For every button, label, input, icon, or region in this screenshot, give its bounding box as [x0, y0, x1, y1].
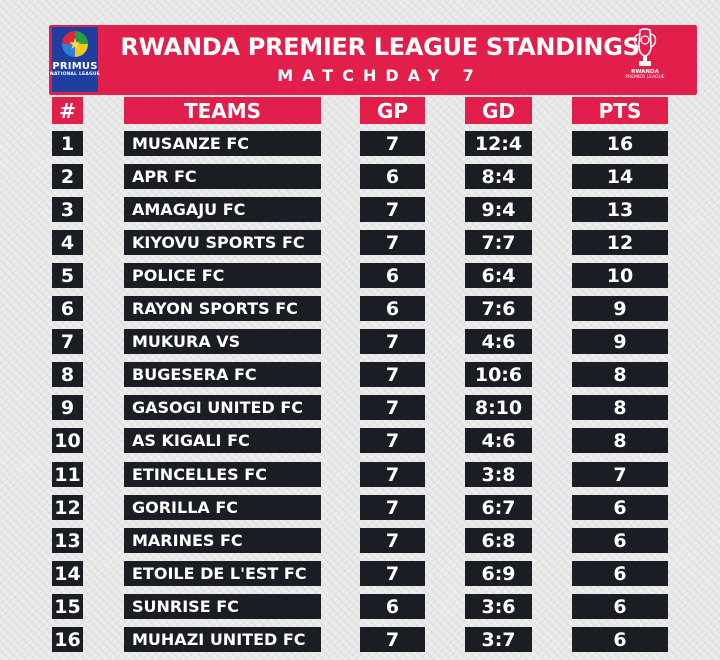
row-games-played: 6	[360, 164, 425, 189]
row-games-played: 7	[360, 495, 425, 520]
row-points: 14	[572, 164, 668, 189]
row-position: 13	[52, 528, 83, 553]
row-team: BUGESERA FC	[124, 362, 321, 387]
row-points: 8	[572, 428, 668, 453]
league-logo: RWANDA PREMIER LEAGUE	[616, 28, 674, 92]
row-position: 16	[52, 627, 83, 652]
row-position: 2	[52, 164, 83, 189]
row-team: MARINES FC	[124, 528, 321, 553]
row-position: 1	[52, 131, 83, 156]
row-position: 14	[52, 561, 83, 586]
row-points: 8	[572, 395, 668, 420]
row-position: 7	[52, 329, 83, 354]
row-goal-difference: 4:6	[465, 428, 532, 453]
row-team: MUKURA VS	[124, 329, 321, 354]
star-icon: ★	[68, 34, 82, 53]
row-goal-difference: 8:4	[465, 164, 532, 189]
row-team: MUHAZI UNITED FC	[124, 627, 321, 652]
row-team: AMAGAJU FC	[124, 197, 321, 222]
row-points: 6	[572, 594, 668, 619]
header-teams: TEAMS	[124, 97, 321, 124]
row-games-played: 7	[360, 131, 425, 156]
trophy-icon	[633, 28, 657, 66]
header-position: #	[52, 97, 83, 124]
header-games-played: GP	[360, 97, 425, 124]
row-points: 16	[572, 131, 668, 156]
header-points: PTS	[572, 97, 668, 124]
row-team: GORILLA FC	[124, 495, 321, 520]
row-points: 9	[572, 296, 668, 321]
row-games-played: 7	[360, 395, 425, 420]
row-position: 3	[52, 197, 83, 222]
row-points: 6	[572, 528, 668, 553]
row-points: 6	[572, 627, 668, 652]
row-games-played: 7	[360, 561, 425, 586]
row-position: 4	[52, 230, 83, 255]
row-games-played: 7	[360, 197, 425, 222]
row-team: MUSANZE FC	[124, 131, 321, 156]
row-position: 9	[52, 395, 83, 420]
header-banner	[49, 25, 697, 95]
row-team: ETOILE DE L'EST FC	[124, 561, 321, 586]
row-goal-difference: 3:6	[465, 594, 532, 619]
row-games-played: 6	[360, 296, 425, 321]
row-games-played: 7	[360, 329, 425, 354]
row-goal-difference: 4:6	[465, 329, 532, 354]
row-position: 8	[52, 362, 83, 387]
row-team: KIYOVU SPORTS FC	[124, 230, 321, 255]
row-games-played: 7	[360, 462, 425, 487]
row-points: 8	[572, 362, 668, 387]
row-goal-difference: 9:4	[465, 197, 532, 222]
row-points: 9	[572, 329, 668, 354]
row-team: APR FC	[124, 164, 321, 189]
row-games-played: 7	[360, 528, 425, 553]
row-points: 7	[572, 462, 668, 487]
row-goal-difference: 8:10	[465, 395, 532, 420]
row-points: 6	[572, 561, 668, 586]
row-points: 12	[572, 230, 668, 255]
row-position: 5	[52, 263, 83, 288]
soccer-ball-icon: ★	[62, 31, 88, 57]
row-games-played: 7	[360, 362, 425, 387]
row-goal-difference: 10:6	[465, 362, 532, 387]
row-goal-difference: 6:4	[465, 263, 532, 288]
row-games-played: 7	[360, 428, 425, 453]
row-goal-difference: 12:4	[465, 131, 532, 156]
row-goal-difference: 3:7	[465, 627, 532, 652]
header-goal-difference: GD	[465, 97, 532, 124]
row-goal-difference: 7:6	[465, 296, 532, 321]
row-position: 6	[52, 296, 83, 321]
row-team: POLICE FC	[124, 263, 321, 288]
row-position: 12	[52, 495, 83, 520]
row-goal-difference: 6:8	[465, 528, 532, 553]
row-games-played: 7	[360, 627, 425, 652]
matchday-label: MATCHDAY 7	[277, 66, 483, 85]
league-logo-line1: RWANDA	[631, 69, 659, 75]
sponsor-subtitle: NATIONAL LEAGUE	[50, 72, 100, 77]
row-games-played: 6	[360, 594, 425, 619]
row-position: 11	[52, 462, 83, 487]
row-goal-difference: 6:7	[465, 495, 532, 520]
row-position: 10	[52, 428, 83, 453]
page-title: RWANDA PREMIER LEAGUE STANDINGS	[120, 33, 640, 61]
sponsor-brand: PRIMUS	[52, 61, 98, 72]
row-position: 15	[52, 594, 83, 619]
row-team: AS KIGALI FC	[124, 428, 321, 453]
row-goal-difference: 6:9	[465, 561, 532, 586]
row-games-played: 7	[360, 230, 425, 255]
row-points: 6	[572, 495, 668, 520]
row-team: GASOGI UNITED FC	[124, 395, 321, 420]
sponsor-logo: ★ PRIMUS NATIONAL LEAGUE	[50, 27, 100, 92]
row-points: 10	[572, 263, 668, 288]
row-goal-difference: 3:8	[465, 462, 532, 487]
row-team: SUNRISE FC	[124, 594, 321, 619]
league-logo-line2: PREMIER LEAGUE	[625, 75, 665, 80]
row-points: 13	[572, 197, 668, 222]
row-goal-difference: 7:7	[465, 230, 532, 255]
row-team: ETINCELLES FC	[124, 462, 321, 487]
row-team: RAYON SPORTS FC	[124, 296, 321, 321]
row-games-played: 6	[360, 263, 425, 288]
